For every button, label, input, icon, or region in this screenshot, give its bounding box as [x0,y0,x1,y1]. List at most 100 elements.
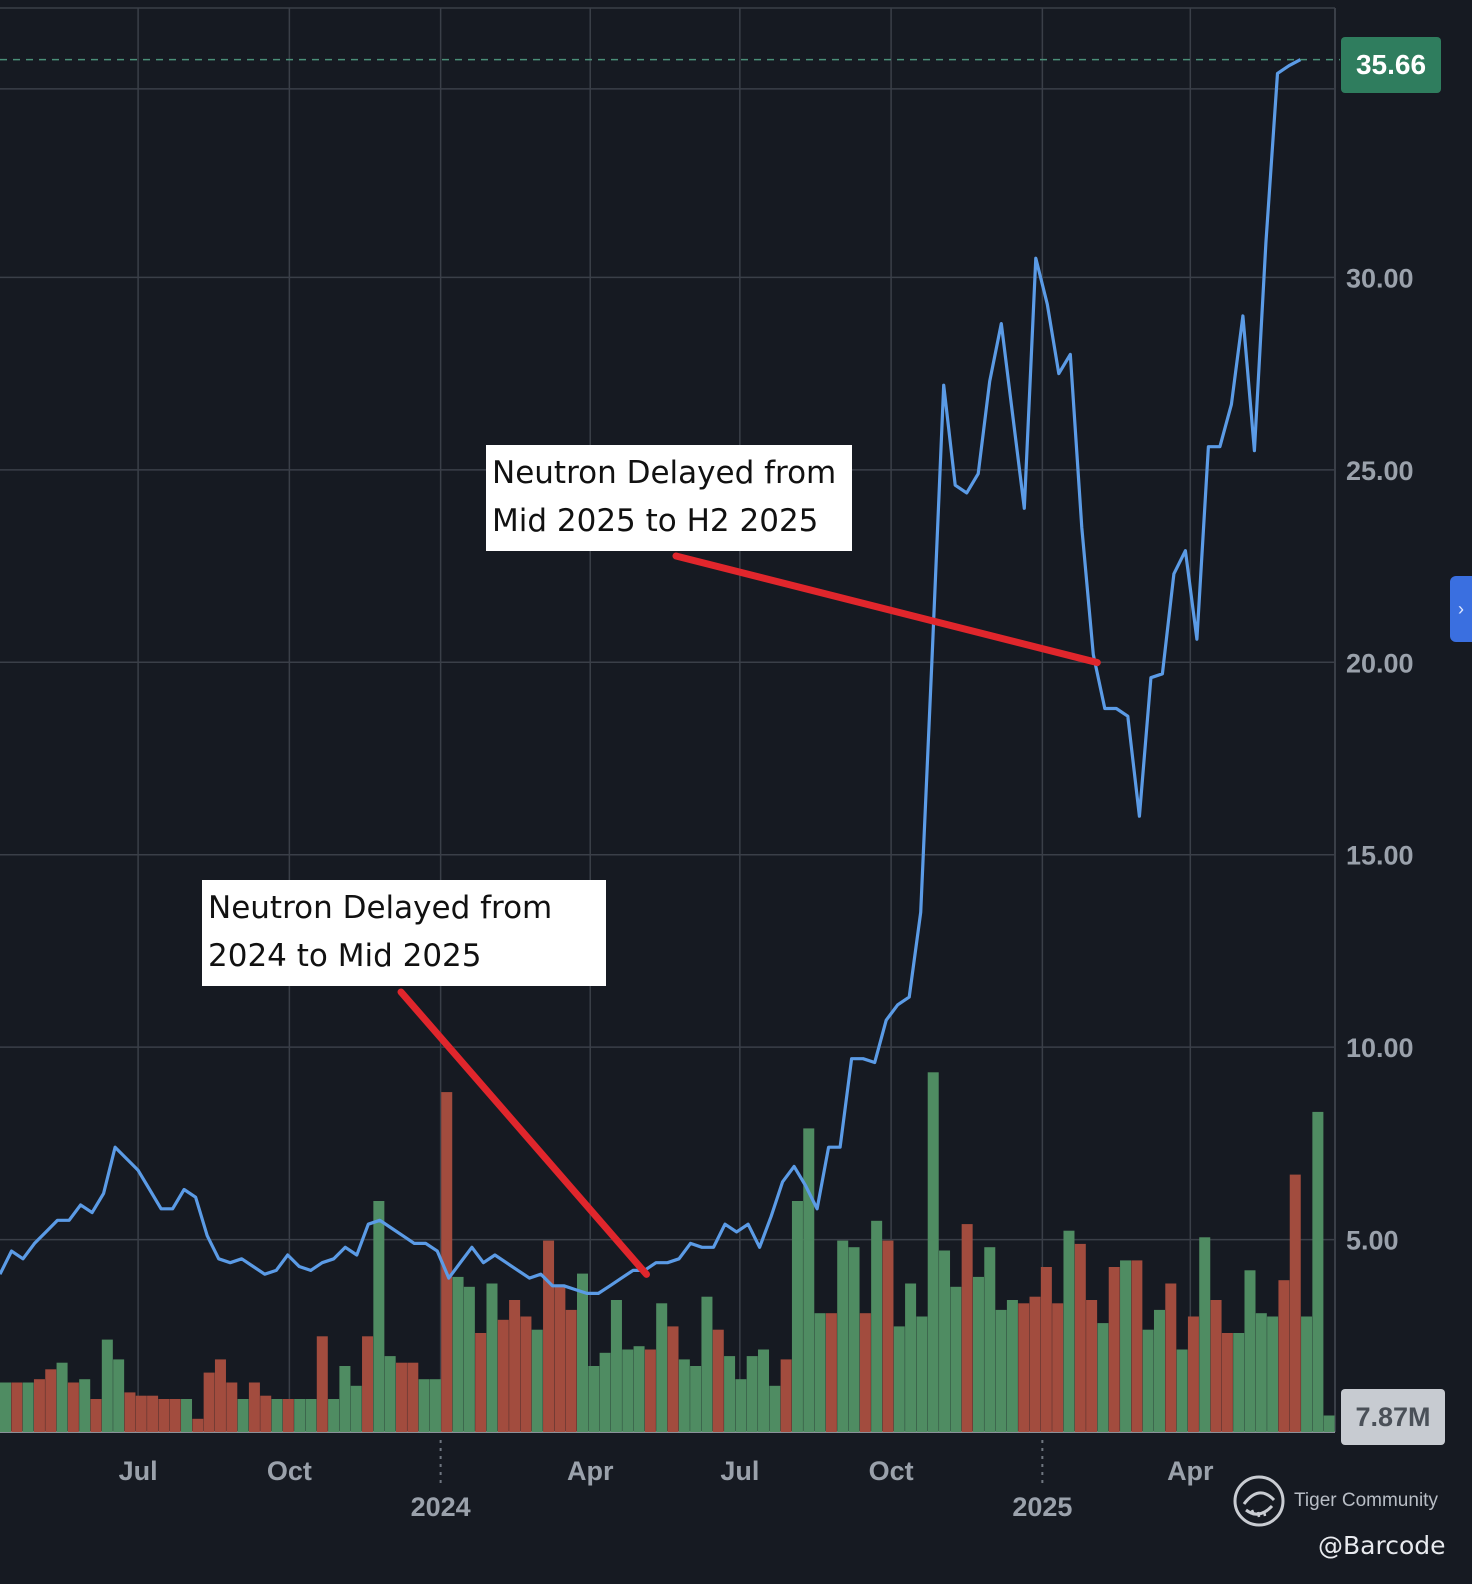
volume-bar-90 [1018,1303,1030,1432]
volume-bar-41 [463,1286,475,1432]
volume-bar-86 [972,1276,984,1432]
price-series [0,58,1302,1295]
x-tick-month-label: Apr [1167,1456,1214,1486]
volume-bar-24 [271,1399,283,1432]
volume-bar-29 [328,1399,340,1432]
x-tick-month-label: Oct [267,1456,312,1486]
volume-bar-10 [113,1359,125,1432]
volume-bar-65 [735,1379,747,1432]
volume-bar-38 [429,1379,441,1432]
chevron-right-icon: › [1458,599,1464,619]
volume-bar-83 [939,1250,951,1432]
expand-panel-tab[interactable]: › [1450,576,1472,642]
volume-bar-73 [825,1313,837,1432]
volume-bar-0 [0,1382,12,1432]
volume-bar-93 [1052,1303,1064,1432]
annotation-mid-2025-line-2: 2024 to Mid 2025 [208,938,482,974]
volume-bar-4 [45,1369,57,1432]
volume-bar-70 [791,1201,803,1432]
annotation-h2-2025-line-2: Mid 2025 to H2 2025 [492,503,819,539]
volume-bar-113 [1278,1280,1290,1432]
volume-bar-23 [260,1395,272,1432]
x-tick-year-label: 2024 [411,1492,471,1522]
last-price-badge: 35.66 [1341,37,1441,93]
volume-bar-76 [859,1313,871,1432]
volume-bar-39 [441,1092,453,1432]
volume-bar-13 [147,1395,159,1432]
volume-bar-42 [475,1333,487,1432]
volume-bar-50 [565,1309,577,1432]
volume-bar-6 [67,1382,79,1432]
volume-bar-97 [1097,1323,1109,1432]
volume-bar-74 [837,1240,849,1432]
volume-bar-5 [56,1362,68,1432]
volume-bar-87 [984,1247,996,1432]
volume-bar-104 [1176,1349,1188,1432]
volume-bar-109 [1233,1333,1245,1432]
volume-bar-57 [644,1349,656,1432]
volume-bar-94 [1063,1230,1075,1432]
volume-bar-2 [22,1382,34,1432]
volume-bar-96 [1086,1300,1098,1432]
y-tick-label: 25.00 [1346,456,1414,486]
volume-bar-79 [893,1326,905,1432]
volume-bar-115 [1301,1316,1313,1432]
volume-bar-30 [339,1366,351,1432]
x-tick-month-label: Oct [869,1456,914,1486]
annotation-mid-2025-line-1: Neutron Delayed from [208,890,553,926]
volume-bar-16 [181,1399,193,1432]
volume-bar-35 [395,1362,407,1432]
volume-bar-85 [961,1224,973,1432]
volume-bar-49 [554,1286,566,1432]
volume-bar-11 [124,1392,136,1432]
volume-bar-95 [1074,1243,1086,1432]
y-tick-label: 5.00 [1346,1226,1399,1256]
volume-bar-32 [362,1336,374,1432]
volume-bar-20 [226,1382,238,1432]
x-tick-month-label: Jul [720,1456,759,1486]
volume-bar-102 [1153,1309,1165,1432]
volume-bar-17 [192,1418,204,1432]
volume-bar-26 [294,1399,306,1432]
volume-bar-108 [1221,1333,1233,1432]
volume-bar-15 [169,1399,181,1432]
volume-bar-31 [350,1385,362,1432]
vertical-gridlines [0,7,1336,1433]
volume-bar-60 [678,1359,690,1432]
annotation-arrow-1 [397,988,650,1278]
x-tick-month-label: Jul [119,1456,158,1486]
volume-bar-66 [746,1356,758,1432]
volume-bar-111 [1255,1313,1267,1432]
volume-bar-67 [758,1349,770,1432]
volume-bar-103 [1165,1283,1177,1432]
volume-bar-53 [599,1352,611,1432]
volume-bar-72 [814,1313,826,1432]
volume-bar-36 [407,1362,419,1432]
volume-bar-8 [90,1399,102,1432]
volume-bar-18 [203,1372,215,1432]
watermark: Tiger Community [1232,1473,1462,1529]
volume-bar-91 [1029,1296,1041,1432]
volume-bar-117 [1323,1415,1335,1432]
volume-bar-106 [1199,1237,1211,1432]
volume-bar-71 [803,1128,815,1432]
volume-bar-100 [1131,1260,1143,1432]
volume-bars [0,1072,1335,1432]
x-tick-month-label: Apr [567,1456,614,1486]
volume-bar-112 [1267,1316,1279,1432]
volume-bar-89 [1006,1300,1018,1432]
y-tick-label: 10.00 [1346,1033,1414,1063]
volume-bar-52 [588,1366,600,1432]
volume-bar-110 [1244,1270,1256,1432]
x-tick-year-label: 2025 [1012,1492,1072,1522]
horizontal-gridlines [0,88,1335,1241]
volume-bar-99 [1120,1260,1132,1432]
volume-bar-43 [486,1283,498,1432]
volume-bar-98 [1108,1267,1120,1432]
watermark-text: Tiger Community [1294,1490,1438,1511]
volume-bar-63 [712,1329,724,1432]
volume-bar-92 [1040,1267,1052,1432]
volume-bar-27 [305,1399,317,1432]
volume-bar-101 [1142,1329,1154,1432]
